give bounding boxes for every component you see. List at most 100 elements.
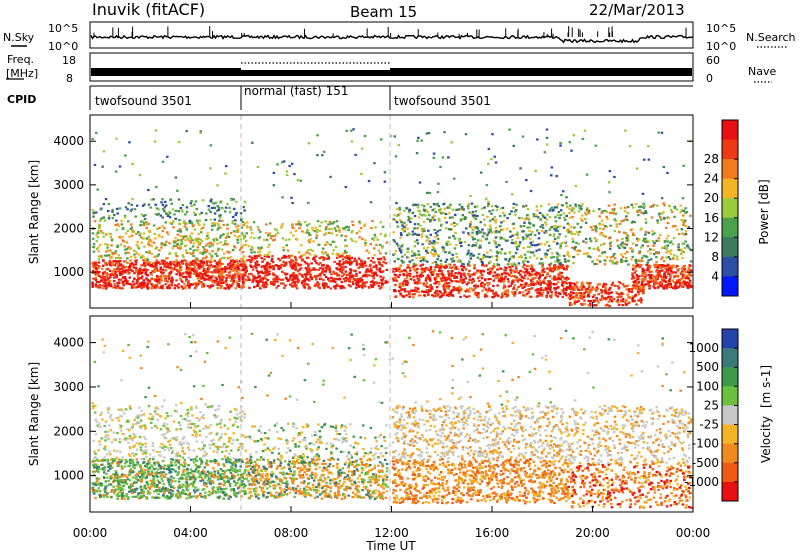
power-cell xyxy=(285,277,289,280)
power-cell xyxy=(667,283,670,286)
power-cell xyxy=(405,276,409,279)
power-cell xyxy=(505,227,509,230)
power-cell xyxy=(514,242,517,245)
power-cell xyxy=(636,210,639,213)
power-cell xyxy=(655,256,658,259)
freq-right-tick-top: 60 xyxy=(706,54,720,67)
power-cell xyxy=(429,265,433,269)
power-cell xyxy=(280,263,283,266)
power-cell xyxy=(515,269,519,272)
power-cell xyxy=(251,141,254,144)
power-cell xyxy=(270,259,274,262)
power-cell xyxy=(231,222,234,225)
power-cell xyxy=(421,263,425,266)
power-cell xyxy=(303,221,307,224)
power-cell xyxy=(142,255,145,258)
power-cell xyxy=(587,300,590,303)
power-cell xyxy=(511,193,514,196)
power-cell xyxy=(626,218,629,222)
power-cell xyxy=(107,254,110,257)
power-cell xyxy=(221,262,225,265)
power-cell xyxy=(200,239,204,242)
power-cell xyxy=(584,288,587,291)
power-cell xyxy=(188,221,191,224)
power-cell xyxy=(108,263,112,267)
power-cell xyxy=(428,241,431,244)
power-cell xyxy=(644,277,647,280)
power-cell xyxy=(626,293,629,296)
power-cell xyxy=(465,283,469,286)
power-cell xyxy=(228,276,232,279)
power-cell xyxy=(281,278,285,281)
power-cell xyxy=(273,235,276,238)
power-cell xyxy=(595,289,598,292)
power-cell xyxy=(479,271,483,275)
power-cell xyxy=(125,241,129,244)
power-cell xyxy=(266,253,270,256)
power-cell xyxy=(408,217,411,220)
power-cell xyxy=(94,278,98,281)
power-cell xyxy=(655,261,658,264)
power-cell xyxy=(201,285,204,288)
power-cell xyxy=(91,262,94,265)
power-cell xyxy=(149,206,152,209)
power-cell xyxy=(467,272,470,275)
power-cell xyxy=(668,266,672,269)
power-cell xyxy=(163,260,166,263)
power-cell xyxy=(169,198,172,202)
power-cell xyxy=(411,259,414,262)
power-cell xyxy=(542,215,545,218)
power-cell xyxy=(175,268,179,271)
power-cell xyxy=(467,232,470,235)
power-cell xyxy=(644,233,647,236)
power-cell xyxy=(193,262,197,265)
power-cell xyxy=(181,210,184,213)
power-cell xyxy=(439,266,443,269)
power-cell xyxy=(556,203,560,206)
power-cell xyxy=(415,282,418,285)
power-cell xyxy=(604,283,608,286)
power-cell xyxy=(265,238,269,241)
power-cell xyxy=(281,237,285,240)
power-cell xyxy=(470,226,473,229)
power-cell xyxy=(484,279,487,282)
power-cell xyxy=(442,249,445,253)
power-cell xyxy=(474,217,478,221)
power-cell xyxy=(409,267,412,270)
power-cell xyxy=(439,259,443,262)
power-cell xyxy=(653,232,656,235)
power-cell xyxy=(644,211,648,214)
power-cell xyxy=(96,236,100,239)
power-cell xyxy=(184,249,188,252)
power-cell xyxy=(460,280,463,283)
power-cell xyxy=(297,220,300,223)
power-cell xyxy=(129,210,132,213)
power-cell xyxy=(125,280,129,283)
power-cell xyxy=(488,219,492,222)
power-cell xyxy=(433,248,436,251)
power-cell xyxy=(546,240,549,243)
power-cell xyxy=(143,261,146,265)
power-cell xyxy=(654,280,658,283)
power-cell xyxy=(98,225,101,228)
power-cell xyxy=(631,250,634,253)
power-cell xyxy=(561,204,564,207)
power-cell xyxy=(173,213,176,216)
power-cell xyxy=(407,266,410,269)
power-cell xyxy=(431,261,435,264)
power-cell xyxy=(472,287,476,291)
power-cell xyxy=(434,210,437,213)
power-cell xyxy=(284,276,288,279)
power-cell xyxy=(436,241,439,244)
power-cell xyxy=(660,264,663,267)
power-cell xyxy=(570,149,573,152)
power-cell xyxy=(503,292,507,295)
power-cell xyxy=(681,256,684,260)
power-cell xyxy=(664,267,667,270)
power-cell xyxy=(327,257,330,260)
power-cell xyxy=(432,295,436,298)
power-cell xyxy=(257,271,260,274)
power-cell xyxy=(207,208,211,211)
power-cell xyxy=(246,226,249,229)
power-cell xyxy=(677,279,680,282)
